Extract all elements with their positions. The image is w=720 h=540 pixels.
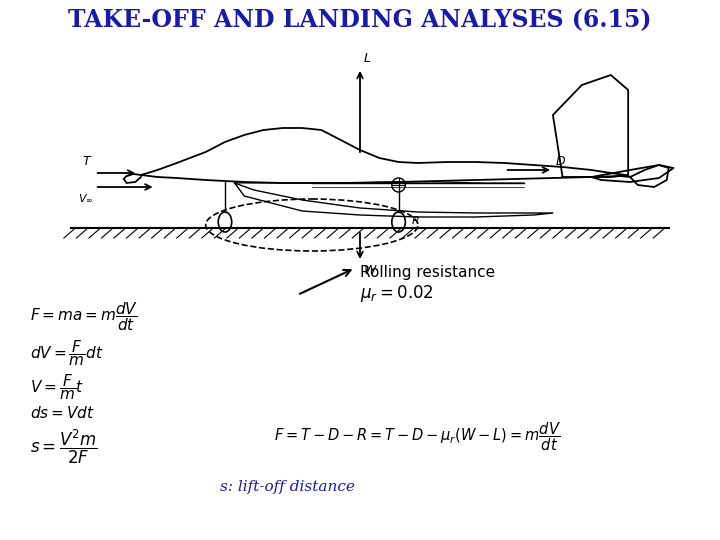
Text: Rolling resistance: Rolling resistance (360, 265, 495, 280)
Text: $L$: $L$ (363, 52, 371, 65)
Text: $V_{\infty}$: $V_{\infty}$ (78, 192, 93, 204)
Text: $s = \dfrac{V^2m}{2F}$: $s = \dfrac{V^2m}{2F}$ (30, 428, 98, 467)
Text: $V = \dfrac{F}{m}t$: $V = \dfrac{F}{m}t$ (30, 372, 84, 402)
Text: $F = T - D - R = T - D - \mu_r\left(W - L\right) = m\dfrac{dV}{dt}$: $F = T - D - R = T - D - \mu_r\left(W - … (274, 420, 562, 453)
Text: s: lift-off distance: s: lift-off distance (220, 480, 355, 494)
Text: $dV = \dfrac{F}{m}dt$: $dV = \dfrac{F}{m}dt$ (30, 338, 104, 368)
Text: $D$: $D$ (555, 155, 566, 168)
Text: TAKE-OFF AND LANDING ANALYSES (6.15): TAKE-OFF AND LANDING ANALYSES (6.15) (68, 8, 652, 32)
Text: $\mu_r = 0.02$: $\mu_r = 0.02$ (360, 283, 434, 304)
Text: $W$: $W$ (363, 264, 378, 277)
Text: $T$: $T$ (82, 155, 93, 168)
Text: $ds = Vdt$: $ds = Vdt$ (30, 405, 95, 421)
Text: $F = ma = m\dfrac{dV}{dt}$: $F = ma = m\dfrac{dV}{dt}$ (30, 300, 138, 333)
Text: $R$: $R$ (411, 214, 420, 226)
